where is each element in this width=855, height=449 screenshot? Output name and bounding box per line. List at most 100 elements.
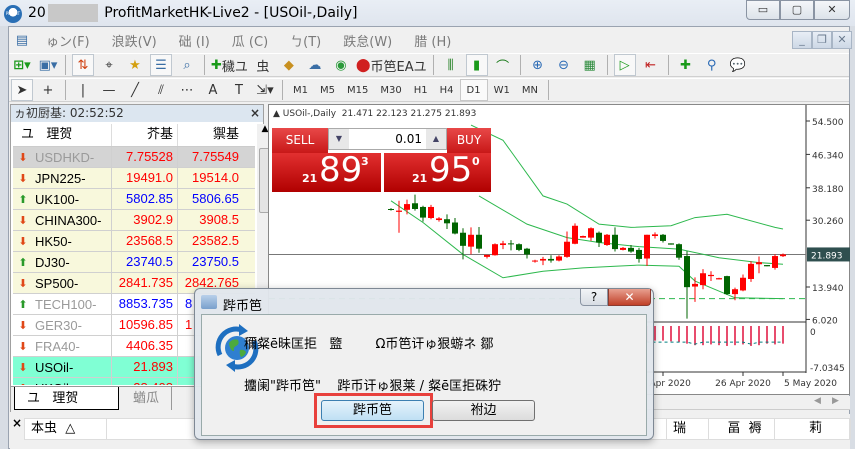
strategy-button[interactable]: 虫 (256, 59, 270, 75)
dialog-close-button[interactable]: ✕ (608, 289, 651, 306)
timeframe-m15[interactable]: M15 (347, 84, 369, 96)
search-icon[interactable]: ⚲ (706, 57, 717, 73)
lot-size-input[interactable]: 0.01 (395, 132, 422, 146)
horizontal-line-icon[interactable]: — (102, 82, 116, 98)
help-button[interactable]: ? (580, 289, 608, 306)
sell-button[interactable]: SELL (272, 128, 328, 153)
equidistant-channel-icon[interactable]: ⫽ (158, 82, 164, 98)
column-symbol[interactable]: 莉 (775, 419, 851, 439)
profiles-icon[interactable]: ▣▾ (38, 57, 58, 73)
terminal-icon[interactable]: ☰ (150, 54, 172, 76)
text-label-icon[interactable]: T (235, 82, 243, 98)
new-order-button[interactable]: ✚ 穢ユ (211, 54, 248, 76)
timeframe-m30[interactable]: M30 (380, 84, 402, 96)
column-size[interactable]: 畐 褥 (709, 419, 775, 439)
strategy-tester-icon[interactable]: ⌕ (183, 57, 191, 73)
scroll-left-icon[interactable]: ◀ (814, 396, 821, 406)
cursor-icon[interactable]: ➤ (11, 79, 33, 101)
timeframe-w1[interactable]: W1 (493, 84, 510, 96)
market-watch-row[interactable]: ⬆ UK100- 5802.85 5806.65 (13, 188, 255, 210)
column-type[interactable]: 瑞 (667, 419, 709, 439)
ok-button[interactable]: 跸币笆 (321, 400, 424, 421)
close-button[interactable]: ✕ (814, 0, 850, 20)
bollinger-upper-band (470, 124, 784, 230)
line-chart-icon[interactable]: ⌒ (496, 59, 510, 75)
candlestick-icon[interactable]: ▮ (465, 54, 488, 76)
market-watch-row[interactable]: ⬇ HK50- 23568.5 23582.5 (13, 230, 255, 252)
sell-price[interactable]: 21 89 3 (272, 150, 381, 192)
column-symbol[interactable]: ユ 理贺 (13, 124, 111, 146)
bar-chart-icon[interactable]: ⫼ (447, 57, 454, 73)
candle-body (708, 274, 714, 277)
chart-shift-icon[interactable]: ⇤ (645, 57, 657, 73)
buy-button[interactable]: BUY (447, 128, 491, 153)
market-watch-row[interactable]: ⬇ SP500- 2841.735 2842.765 (13, 272, 255, 294)
column-bid[interactable]: 芥基 (111, 124, 177, 146)
new-chart-icon[interactable]: ⊞▾ (13, 57, 31, 73)
indicators-icon[interactable]: ✚ (680, 57, 692, 73)
signals-icon[interactable]: ◉ (335, 57, 347, 73)
autotrading-button[interactable]: ⬤ 币笆EAユ (356, 54, 427, 76)
menu-help[interactable]: 腊 (H) (414, 34, 452, 50)
timeframe-m1[interactable]: M1 (293, 84, 308, 96)
column-order[interactable]: 本虫 △ (25, 419, 107, 439)
trendline-icon[interactable]: ╱ (131, 82, 139, 98)
cancel-button[interactable]: 祔边 (432, 400, 535, 421)
timeframe-m5[interactable]: M5 (320, 84, 335, 96)
tab-tick-chart[interactable]: 蝤瓜 (121, 387, 173, 410)
data-window-icon[interactable]: ⌖ (105, 57, 113, 73)
menu-view[interactable]: 浪跌(V) (111, 34, 157, 50)
chat-icon[interactable]: 💬 (729, 57, 746, 73)
navigator-icon[interactable]: ★ (129, 57, 141, 73)
one-click-trading-panel: SELL ▼ 0.01 ▲ BUY 21 89 3 21 95 0 (272, 128, 491, 192)
timeframe-h1[interactable]: H1 (413, 84, 428, 96)
text-icon[interactable]: A (208, 82, 218, 98)
column-time[interactable] (107, 419, 667, 439)
buy-price[interactable]: 21 95 0 (384, 150, 491, 192)
scroll-right-icon[interactable]: ▶ (832, 396, 839, 406)
menu-insert[interactable]: 础 (I) (178, 34, 210, 50)
menu-charts[interactable]: 瓜 (C) (231, 34, 269, 50)
market-watch-row[interactable]: ⬇ USDHKD- 7.75528 7.75549 (13, 147, 255, 168)
crosshair-icon[interactable]: + (42, 82, 54, 98)
column-ask[interactable]: 禦基 (177, 124, 243, 146)
ask-cell: 8 (177, 293, 243, 315)
zoom-in-icon[interactable]: ⊕ (532, 57, 544, 73)
menu-tools[interactable]: ㄅ(T) (290, 34, 322, 50)
chart-collapse-icon[interactable]: ▲ (273, 109, 283, 119)
mdi-close-button[interactable]: ✕ (832, 31, 852, 49)
auto-scroll-icon[interactable]: ▷ (613, 54, 636, 76)
menu-window[interactable]: 跌怠(W) (343, 34, 393, 50)
metaeditor-icon[interactable]: ◆ (283, 57, 294, 73)
vertical-line-icon[interactable]: | (80, 82, 86, 98)
minimize-button[interactable]: ▭ (746, 0, 780, 20)
market-watch-row[interactable]: ⬇ UKOil- 28.408 (13, 377, 255, 385)
market-watch-row[interactable]: ⬇ JPN225- 19491.0 19514.0 (13, 167, 255, 189)
tab-symbols[interactable]: ユ 理贺 (14, 387, 119, 410)
fibonacci-icon[interactable]: ⋯ (180, 82, 194, 98)
lot-increase-icon[interactable]: ▲ (426, 129, 446, 149)
menu-file[interactable]: ゅン(F) (46, 34, 90, 50)
market-watch-row[interactable]: ⬆ DJ30- 23740.5 23750.5 (13, 251, 255, 273)
mdi-minimize-button[interactable]: _ (792, 31, 812, 49)
close-icon[interactable]: × (12, 416, 23, 430)
indicator-tick-label: -7.0345 (810, 364, 845, 374)
arrows-icon[interactable]: ⇲▾ (256, 82, 274, 98)
mdi-restore-button[interactable]: ❐ (812, 31, 832, 49)
timeframe-h4[interactable]: H4 (439, 84, 454, 96)
scroll-up-icon[interactable]: ▲ (261, 124, 269, 134)
document-icon[interactable]: ▤ (15, 32, 29, 48)
ask-cell (177, 377, 243, 385)
tile-windows-icon[interactable]: ▦ (583, 57, 596, 73)
timeframe-d1[interactable]: D1 (459, 79, 488, 101)
timeframe-mn[interactable]: MN (521, 84, 538, 96)
close-icon[interactable]: × (249, 106, 260, 120)
community-icon[interactable]: ☁ (308, 57, 322, 73)
lot-size-stepper[interactable]: ▼ 0.01 ▲ (328, 128, 447, 150)
market-watch-row[interactable]: ⬇ CHINA300- 3902.9 3908.5 (13, 209, 255, 231)
market-watch-time: ヵ初厨基: 02:52:52 (14, 106, 124, 120)
maximize-button[interactable]: ▢ (780, 0, 814, 20)
lot-decrease-icon[interactable]: ▼ (329, 129, 349, 149)
market-watch-icon[interactable]: ⇅ (72, 54, 94, 76)
zoom-out-icon[interactable]: ⊖ (558, 57, 570, 73)
